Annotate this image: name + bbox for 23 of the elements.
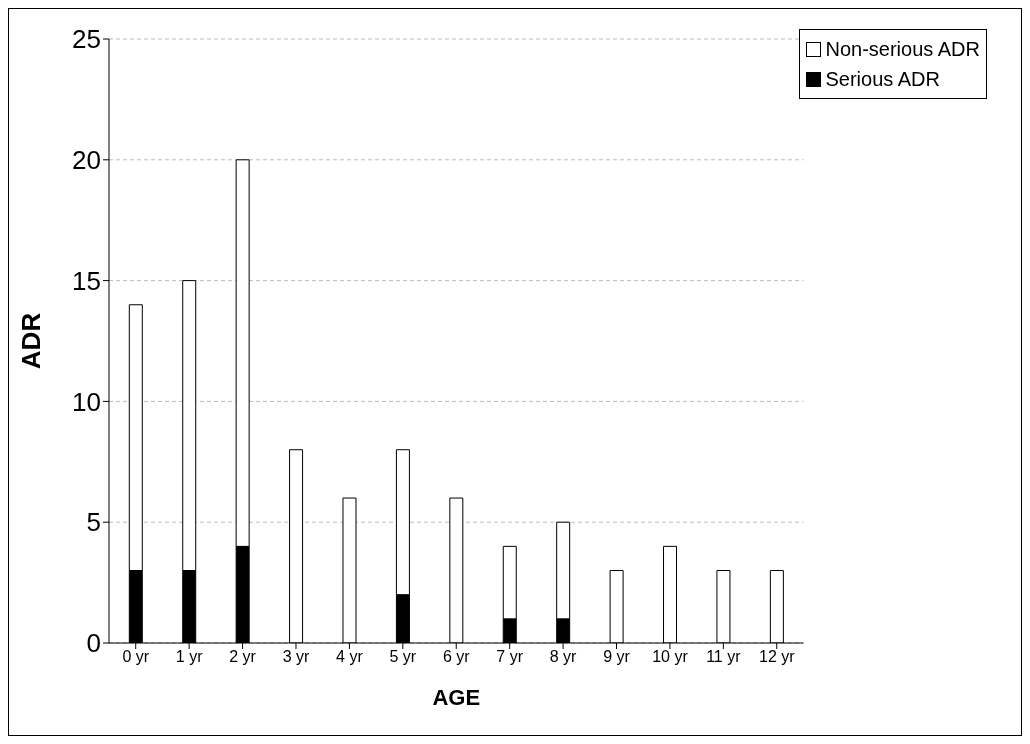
x-tick-label: 10 yr	[652, 648, 689, 666]
y-axis-title: ADR	[16, 312, 47, 370]
x-tick-label: 12 yr	[758, 648, 796, 666]
y-tick-label: 10	[72, 386, 101, 417]
y-tick-label: 25	[72, 24, 101, 55]
x-tick-label: 0 yr	[122, 648, 150, 666]
x-tick-label: 5 yr	[389, 648, 417, 666]
x-tick-label: 7 yr	[496, 648, 524, 666]
y-tick-label: 20	[72, 145, 101, 176]
x-tick-label: 9 yr	[603, 648, 631, 666]
x-tick-label: 3 yr	[282, 648, 310, 666]
legend-label: Serious ADR	[825, 67, 940, 92]
x-axis-title: AGE	[432, 685, 481, 710]
legend-label: Non-serious ADR	[825, 37, 980, 62]
x-tick-label: 8 yr	[549, 648, 578, 666]
x-tick-label: 1 yr	[175, 648, 204, 666]
x-tick-label: 11 yr	[706, 648, 742, 666]
x-tick-label: 2 yr	[229, 648, 257, 666]
x-tick-label: 6 yr	[442, 648, 471, 666]
y-tick-label: 5	[86, 507, 101, 538]
y-tick-label: 0	[86, 628, 101, 659]
y-tick-label: 15	[72, 265, 101, 296]
x-tick-label: 4 yr	[336, 648, 364, 666]
